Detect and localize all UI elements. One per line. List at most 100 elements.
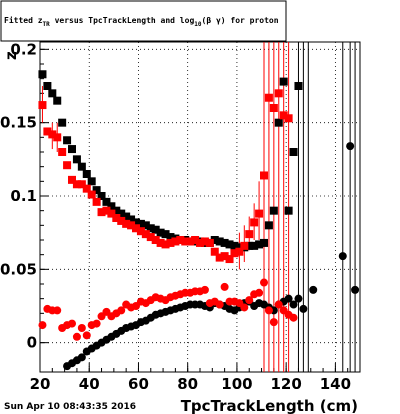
data-point-square [107,202,116,211]
data-point-square [161,230,170,239]
data-point-circle [346,142,355,151]
data-point-square [220,238,229,247]
data-point-square [161,240,170,249]
data-point-square [284,206,293,215]
data-point-circle [240,303,249,312]
data-point-square [200,237,209,246]
data-point-square [82,170,91,178]
data-point-circle [309,285,318,294]
data-point-square [274,118,283,127]
data-point-circle [117,306,126,315]
data-point-circle [294,294,303,303]
data-point-circle [260,278,268,287]
data-point-square [279,77,288,86]
data-point-square [151,236,160,244]
data-point-circle [82,331,91,340]
data-point-square [122,212,131,221]
data-point-square [230,249,239,258]
data-point-circle [351,285,360,294]
data-point-square [250,218,259,227]
title-box [0,0,287,42]
data-point-square [63,161,72,170]
data-point-circle [77,324,86,332]
x-tick-label: 40 [79,375,100,393]
data-point-square [250,241,259,250]
data-point-circle [289,300,298,309]
data-point-square [122,219,131,228]
data-point-square [225,240,234,249]
y-tick-labels: 0 0.05 0.1 0.15 0.2 [0,40,37,351]
data-point-square [132,218,140,227]
data-point-square [77,180,86,189]
data-point-square [72,180,81,189]
data-point-square [102,197,111,206]
data-point-square [255,240,264,249]
data-point-square [141,230,150,239]
data-point-square [82,184,91,193]
data-point-square [260,238,268,247]
data-point-square [87,177,96,186]
data-point-square [48,130,57,139]
data-point-square [220,252,229,261]
data-point-square [107,209,116,218]
x-tick-label: 120 [270,375,301,393]
data-point-circle [269,318,278,327]
data-point-square [196,238,204,247]
data-point-circle [245,296,254,305]
y-tick-label: 0.1 [10,187,37,205]
data-point-square [181,237,190,246]
data-point-square [102,206,111,215]
data-point-square [156,238,165,247]
data-point-square [215,237,224,246]
data-point-square [112,214,121,222]
data-point-square [117,209,126,218]
data-point-square [225,255,234,264]
data-point-circle [255,288,264,297]
data-point-square [210,236,219,244]
data-point-circle [264,306,273,315]
data-point-square [87,190,96,199]
x-tick-label: 60 [128,375,149,393]
data-point-circle [200,285,209,294]
data-point-square [146,233,155,242]
plot-frame [39,41,361,373]
y-tick-label: 0 [27,334,37,352]
data-point-square [38,101,47,110]
data-point-square [156,228,165,237]
grid [40,42,360,372]
data-point-square [53,96,62,105]
data-point-square [68,145,76,154]
data-point-square [68,175,76,184]
data-point-circle [38,321,47,330]
data-point-circle [72,332,81,341]
x-tick-label: 80 [177,375,198,393]
data-point-square [117,216,126,225]
data-point-square [264,221,273,230]
data-point-square [191,236,200,244]
data-point-square [294,82,303,90]
data-point-circle [92,319,101,328]
x-tick-labels: 20 40 60 80 100 120 140 [30,375,351,393]
data-point-square [53,133,62,142]
data-point-circle [68,319,76,328]
y-tick-label: 0.15 [0,114,37,132]
data-point-circle [220,282,229,291]
data-point-square [284,114,293,123]
data-point-square [127,215,136,224]
data-point-square [38,70,47,79]
y-tick-label: 0.2 [10,40,37,58]
data-point-square [43,82,52,90]
data-point-square [255,209,264,218]
data-point-square [58,118,67,127]
x-tick-label: 20 [30,375,51,393]
data-point-square [260,171,268,180]
data-point-square [171,237,180,246]
data-point-square [274,89,283,98]
data-point-square [132,224,140,233]
data-point-circle [77,353,86,362]
data-point-square [235,243,244,252]
data-point-square [230,241,239,250]
data-point-square [279,111,288,120]
data-point-square [269,206,278,215]
